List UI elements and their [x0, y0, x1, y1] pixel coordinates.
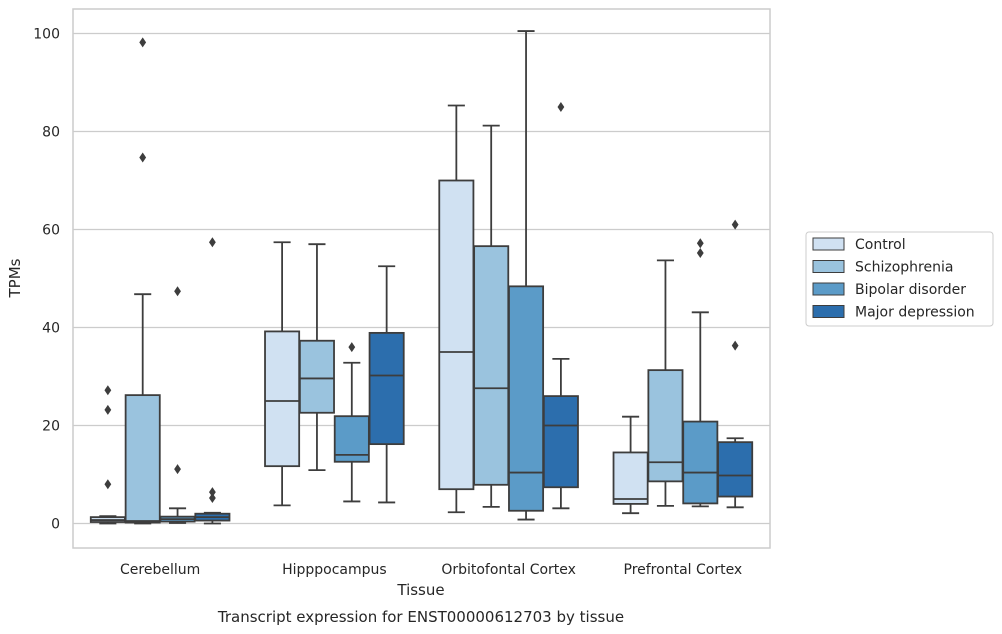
outlier-point	[104, 479, 112, 490]
box-1-0	[264, 241, 301, 507]
y-tick-label: 40	[42, 321, 60, 337]
outlier-point	[557, 102, 565, 112]
outlier-point	[209, 493, 216, 504]
x-tick-label: Prefrontal Cortex	[624, 562, 743, 578]
outlier-point	[696, 238, 704, 249]
box-2-3	[542, 102, 579, 510]
y-tick-label: 20	[42, 419, 60, 435]
outlier-point	[174, 286, 181, 297]
x-axis-label: Tissue	[396, 581, 444, 599]
box-2-1	[473, 124, 510, 508]
legend-entry: Major depression	[855, 305, 975, 321]
outlier-point	[348, 342, 356, 353]
outlier-point	[209, 237, 216, 248]
legend: Control Schizophrenia Bipolar disorder Majo…	[805, 231, 994, 327]
legend-swatch	[812, 305, 845, 318]
y-axis-label: TPMs	[6, 258, 24, 298]
legend-entry: Schizophrenia	[855, 260, 953, 276]
box-body	[438, 179, 475, 491]
box-0-3	[194, 237, 231, 525]
outlier-point	[104, 385, 112, 396]
box-body	[508, 285, 545, 512]
box-body	[717, 441, 754, 498]
outlier-point	[139, 152, 147, 163]
box-3-2	[682, 238, 719, 508]
box-body	[682, 420, 719, 505]
box-groups	[89, 30, 754, 525]
outlier-point	[104, 404, 112, 415]
outlier-point	[139, 37, 147, 48]
box-0-0	[89, 385, 126, 525]
box-body	[473, 245, 510, 486]
x-tick-label: Cerebellum	[120, 562, 200, 578]
box-0-1	[124, 37, 161, 525]
x-tick-label: Hipppocampus	[282, 562, 387, 578]
grid-lines	[73, 32, 770, 525]
legend-swatch	[812, 237, 845, 251]
legend-swatch	[812, 282, 845, 296]
legend-swatch	[812, 260, 845, 273]
outlier-point	[174, 464, 181, 475]
legend-entry: Bipolar disorder	[855, 282, 966, 298]
box-body	[368, 331, 405, 446]
box-2-0	[438, 104, 475, 514]
box-2-2	[508, 30, 545, 521]
x-tick-labels: Cerebellum Hipppocampus Orbitofontal Corte…	[120, 562, 742, 578]
box-3-1	[647, 259, 684, 507]
outlier-point	[731, 340, 739, 351]
box-body	[264, 330, 301, 468]
box-0-2	[159, 286, 196, 524]
box-1-1	[298, 243, 335, 471]
y-tick-labels: 0 20 40 60 80 100	[33, 27, 60, 533]
outlier-point	[731, 219, 739, 230]
box-body	[542, 395, 579, 489]
plot-frame	[72, 8, 771, 549]
box-body	[647, 369, 684, 483]
y-tick-label: 100	[33, 27, 60, 43]
box-body	[124, 394, 161, 524]
y-tick-label: 60	[42, 223, 60, 239]
y-tick-label: 80	[42, 125, 60, 141]
box-body	[612, 451, 649, 505]
legend-entry: Control	[855, 237, 906, 253]
chart-caption: Transcript expression for ENST0000061270…	[217, 608, 624, 626]
box-1-2	[333, 342, 370, 503]
box-3-3	[717, 219, 754, 509]
outlier-point	[209, 487, 216, 498]
y-tick-label: 0	[51, 517, 60, 533]
box-3-0	[612, 415, 649, 515]
x-tick-label: Orbitofontal Cortex	[441, 562, 576, 578]
legend-frame	[805, 231, 994, 327]
box-1-3	[368, 265, 405, 504]
box-body	[298, 339, 335, 414]
outlier-point	[696, 248, 704, 259]
